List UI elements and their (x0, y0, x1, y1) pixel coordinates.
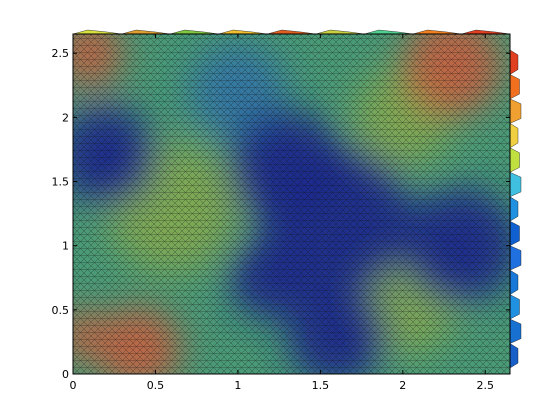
right-band-0 (509, 49, 519, 75)
y-tick-label-5: 2.5 (52, 47, 70, 60)
top-band-8 (461, 29, 511, 35)
right-band-12 (509, 343, 519, 369)
right-band-11 (509, 318, 522, 344)
top-band-2 (170, 29, 219, 35)
top-band-7 (412, 29, 462, 35)
right-band-7 (509, 220, 520, 247)
y-tick-label-1: 0.5 (52, 304, 70, 317)
top-band-4 (267, 29, 316, 35)
y-tick-label-4: 2 (62, 111, 69, 124)
top-band-6 (364, 29, 413, 35)
right-band-1 (509, 74, 520, 100)
top-band-0 (72, 29, 122, 35)
x-tick-label-2: 1 (234, 379, 241, 392)
right-band-6 (509, 196, 519, 222)
top-band-5 (315, 29, 365, 35)
right-band-2 (509, 98, 522, 124)
x-tick-label-5: 2.5 (477, 379, 495, 392)
axes-box (72, 33, 511, 375)
y-tick-label-0: 0 (62, 368, 69, 381)
right-band-3 (509, 123, 519, 149)
y-tick-label-3: 1.5 (52, 176, 70, 189)
right-band-10 (509, 294, 520, 320)
plot-area (73, 34, 510, 374)
x-tick-label-1: 0.5 (147, 379, 165, 392)
x-tick-label-3: 1.5 (312, 379, 330, 392)
right-band-9 (509, 269, 519, 295)
top-band-3 (218, 29, 268, 35)
mesh-overlay (73, 34, 510, 374)
top-band-1 (121, 29, 171, 35)
x-tick-label-0: 0 (70, 379, 77, 392)
right-band-8 (509, 245, 522, 271)
y-tick-label-2: 1 (62, 240, 69, 253)
x-tick-label-4: 2 (399, 379, 406, 392)
right-band-5 (509, 171, 522, 198)
ticks-layer: 0 0.5 1 1.5 2 2.5 0 0.5 1 1.5 2 2.5 (52, 34, 510, 392)
right-band-4 (509, 147, 520, 173)
